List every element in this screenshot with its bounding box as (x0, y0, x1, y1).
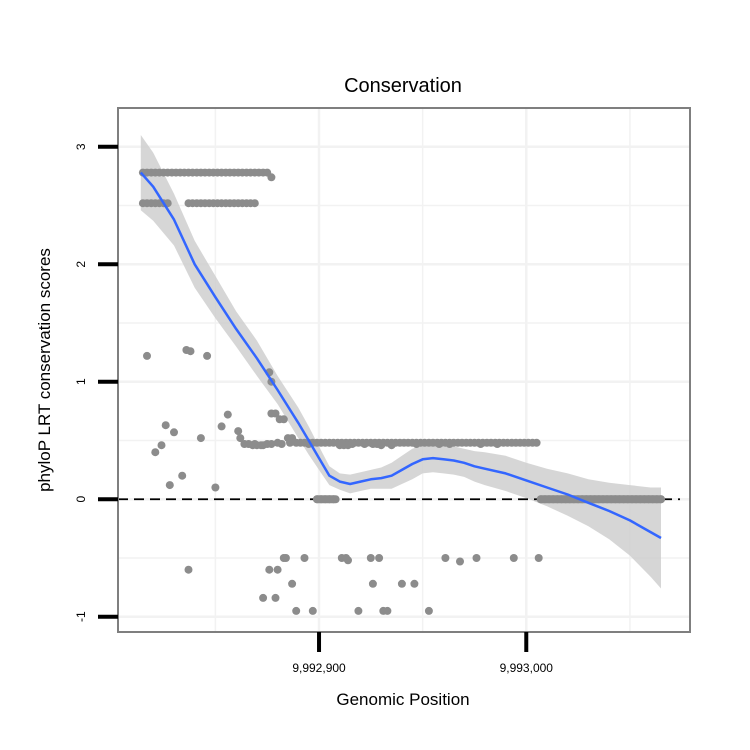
data-point (250, 199, 259, 208)
data-point (259, 593, 268, 602)
data-point (286, 438, 294, 447)
data-point (472, 554, 481, 562)
data-point (532, 438, 541, 447)
data-point (271, 593, 280, 602)
data-point (271, 409, 280, 418)
data-point (387, 441, 396, 450)
data-point (165, 481, 174, 490)
x-tick-label: 9,993,000 (500, 661, 554, 675)
data-point (267, 173, 276, 182)
data-point (143, 351, 151, 360)
data-point (397, 579, 406, 588)
data-point (170, 428, 178, 437)
data-point (476, 440, 485, 448)
data-point (277, 440, 286, 448)
data-point (203, 351, 212, 360)
data-point (354, 606, 363, 615)
data-point (342, 554, 350, 562)
data-point (196, 434, 205, 443)
data-point (410, 579, 419, 588)
data-point (445, 440, 454, 448)
data-point (279, 554, 288, 562)
data-point (383, 606, 392, 615)
y-axis-title: phyloP LRT conservation scores (35, 248, 54, 492)
data-point (273, 565, 282, 574)
data-point (279, 415, 288, 424)
confidence-band (140, 135, 662, 589)
data-point (366, 554, 375, 562)
data-point (288, 579, 297, 588)
data-point (186, 347, 195, 356)
x-axis-title: Genomic Position (336, 690, 469, 709)
data-point (300, 554, 309, 562)
y-tick-label: 3 (74, 143, 88, 150)
y-tick-label: 0 (74, 496, 88, 503)
data-point (534, 554, 543, 562)
data-point (360, 440, 369, 448)
data-point (509, 554, 518, 562)
data-point (441, 554, 450, 562)
data-point (265, 565, 274, 574)
data-point (456, 557, 464, 566)
data-point (217, 422, 226, 431)
data-point (236, 434, 245, 443)
confidence-band-area (140, 135, 662, 589)
data-point (348, 440, 357, 448)
data-point (493, 440, 502, 448)
panel-border (117, 107, 691, 633)
data-point (375, 554, 384, 562)
data-point (178, 471, 187, 480)
loess-smooth-line (139, 171, 662, 540)
data-point (223, 410, 232, 419)
data-point (308, 606, 317, 615)
y-axis: -1 0 1 2 3 (74, 143, 118, 622)
data-point (412, 440, 421, 448)
chart-title: Conservation (344, 75, 462, 97)
data-point (368, 579, 377, 588)
x-tick-label: 9,992,900 (292, 661, 346, 675)
data-points (138, 168, 665, 615)
smooth-curve (139, 171, 662, 540)
x-axis: 9,992,900 9,993,000 (292, 632, 553, 675)
data-point (292, 606, 301, 615)
data-point (424, 606, 433, 615)
data-point (267, 440, 276, 448)
data-point (157, 441, 166, 450)
data-point (234, 427, 243, 436)
data-point (435, 440, 444, 448)
data-point (161, 421, 170, 430)
data-point (151, 448, 160, 457)
data-point (377, 441, 386, 450)
y-tick-label: 1 (74, 378, 88, 385)
y-tick-label: -1 (74, 611, 88, 622)
data-point (211, 483, 220, 492)
data-point (184, 565, 193, 574)
y-tick-label: 2 (74, 261, 88, 268)
